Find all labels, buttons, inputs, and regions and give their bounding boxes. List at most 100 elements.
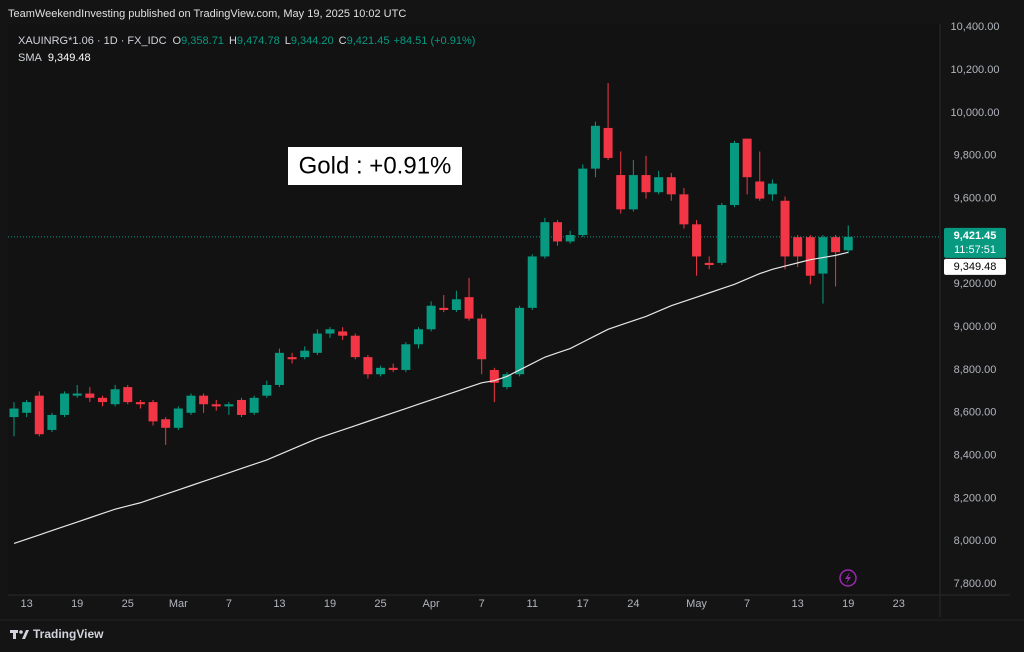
candle-body (388, 367, 398, 370)
legend-item: 9,358.71 (181, 35, 224, 47)
candle-body (9, 408, 19, 418)
y-tick-label: 9,200.00 (954, 278, 997, 290)
candle-body (148, 402, 158, 422)
candle-body (135, 402, 145, 405)
candle-body (742, 138, 752, 178)
candle-body (237, 399, 247, 415)
countdown: 11:57:51 (954, 244, 996, 256)
y-tick-label: 8,800.00 (954, 364, 997, 376)
candle-body (186, 395, 196, 413)
candle-body (376, 367, 386, 375)
candle-body (211, 404, 221, 407)
legend-line: SMA 9,349.48 (18, 52, 91, 64)
x-tick-label: 24 (627, 598, 639, 610)
x-tick-label: 19 (324, 598, 336, 610)
y-tick-label: 10,200.00 (951, 64, 1000, 76)
candle-body (603, 127, 613, 158)
legend-item: H (229, 35, 237, 47)
candle-body (413, 329, 423, 345)
candle-body (287, 357, 297, 360)
candle-body (540, 222, 550, 257)
x-tick-label: 7 (744, 598, 750, 610)
x-tick-label: 7 (479, 598, 485, 610)
candle-body (224, 404, 234, 407)
y-tick-label: 8,400.00 (954, 450, 997, 462)
y-tick-label: 9,800.00 (954, 150, 997, 162)
candle-body (464, 297, 474, 319)
alert-icon-bolt (845, 572, 851, 584)
candle-body (641, 175, 651, 193)
annotation: Gold : +0.91% (299, 152, 452, 179)
x-tick-label: 25 (122, 598, 134, 610)
candle-body (515, 307, 525, 375)
candle-body (616, 175, 626, 210)
x-tick-label: Apr (423, 598, 440, 610)
candle-body (793, 237, 803, 257)
logo (10, 630, 29, 639)
candle-body (843, 236, 853, 251)
y-tick-label: 9,000.00 (954, 321, 997, 333)
sma-price-label: 9,349.48 (954, 261, 997, 273)
candle-body (628, 175, 638, 210)
x-tick-label: 19 (842, 598, 854, 610)
legend-item: XAUINRG*1.06 · 1D · FX_IDC (18, 35, 167, 47)
legend-item: O (173, 35, 182, 47)
candle-body (72, 393, 82, 396)
legend-item: 9,421.45 (347, 35, 390, 47)
candle-body (97, 397, 107, 403)
candle-body (363, 357, 373, 375)
legend-item: L (285, 35, 291, 47)
y-tick-label: 10,000.00 (951, 107, 1000, 119)
candle-body (312, 333, 322, 353)
x-tick-label: 23 (893, 598, 905, 610)
candle-body (262, 384, 272, 396)
x-tick-label: 19 (71, 598, 83, 610)
y-tick-label: 8,600.00 (954, 407, 997, 419)
x-tick-label: Mar (169, 598, 188, 610)
candle-body (274, 352, 284, 385)
footer-brand: TradingView (33, 627, 104, 641)
x-tick-label: 13 (21, 598, 33, 610)
candle-body (489, 369, 499, 383)
logo-part (22, 630, 29, 639)
candle-body (426, 305, 436, 330)
candle-body (123, 387, 133, 403)
candle-body (831, 237, 841, 253)
x-tick-label: May (686, 598, 707, 610)
candle-body (767, 183, 777, 195)
candle-body (477, 318, 487, 360)
logo-part (13, 630, 16, 639)
candle-body (161, 419, 171, 428)
x-tick-label: 7 (226, 598, 232, 610)
candle-body (34, 395, 44, 435)
candle-body (451, 299, 461, 310)
y-tick-label: 8,200.00 (954, 492, 997, 504)
last-price-label: 9,421.45 (954, 230, 997, 242)
plot-area (8, 24, 940, 595)
candle-body (590, 125, 600, 169)
alert-icon[interactable] (839, 569, 857, 587)
candle-body (401, 344, 411, 370)
candle-body (173, 408, 183, 428)
y-tick-label: 10,400.00 (951, 21, 1000, 33)
candle-body (300, 350, 310, 358)
legend-line: XAUINRG*1.06 · 1D · FX_IDC O9,358.71 H9,47… (18, 35, 475, 47)
y-tick-label: 8,000.00 (954, 535, 997, 547)
candle-body (47, 414, 57, 430)
sma-price-box (944, 258, 1006, 275)
candle-body (780, 200, 790, 257)
candle-body (692, 224, 702, 257)
candle-body (249, 397, 259, 413)
candle-body (60, 393, 70, 415)
candle-body (199, 395, 209, 405)
y-tick-label: 9,600.00 (954, 193, 997, 205)
logo-part (19, 630, 23, 634)
candle-body (729, 142, 739, 206)
candle-body (654, 177, 664, 193)
legend-item: 9,474.78 (237, 35, 280, 47)
candle-body (679, 194, 689, 225)
x-tick-label: 13 (792, 598, 804, 610)
sma-line (13, 251, 849, 545)
